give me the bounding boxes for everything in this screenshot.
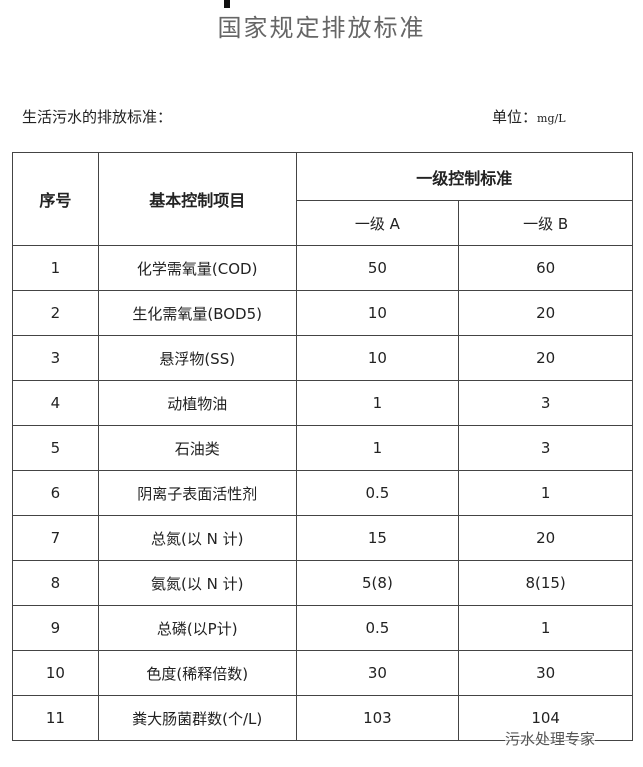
cell-a: 50	[295, 245, 460, 291]
cell-no: 7	[12, 515, 99, 561]
cell-item: 动植物油	[97, 380, 297, 426]
unit: 单位：mg/L	[492, 106, 566, 127]
header-b: 一级 B	[458, 200, 633, 246]
header-item: 基本控制项目	[97, 152, 297, 246]
cell-no: 10	[12, 650, 99, 696]
table-row: 8 氨氮(以 N 计) 5(8) 8(15)	[12, 560, 633, 606]
table-row: 4 动植物油 1 3	[12, 380, 633, 426]
cell-no: 2	[12, 290, 99, 336]
cell-b: 20	[458, 290, 633, 336]
cell-b: 60	[458, 245, 633, 291]
cell-item: 色度(稀释倍数)	[97, 650, 297, 696]
cell-a: 15	[295, 515, 460, 561]
cell-no: 9	[12, 605, 99, 651]
cell-no: 3	[12, 335, 99, 381]
cell-item: 化学需氧量(COD)	[97, 245, 297, 291]
cell-a: 0.5	[295, 470, 460, 516]
table-row: 11 粪大肠菌群数(个/L) 103 104	[12, 695, 633, 741]
cell-b: 3	[458, 425, 633, 471]
table-row: 7 总氮(以 N 计) 15 20	[12, 515, 633, 561]
cell-a: 30	[295, 650, 460, 696]
table-row: 1 化学需氧量(COD) 50 60	[12, 245, 633, 291]
cell-b: 20	[458, 335, 633, 381]
cell-item: 阴离子表面活性剂	[97, 470, 297, 516]
cell-a: 103	[295, 695, 460, 741]
cell-item: 总氮(以 N 计)	[97, 515, 297, 561]
cell-b: 8(15)	[458, 560, 633, 606]
cell-a: 1	[295, 380, 460, 426]
cell-no: 1	[12, 245, 99, 291]
table-row: 3 悬浮物(SS) 10 20	[12, 335, 633, 381]
subtitle: 生活污水的排放标准：	[22, 108, 173, 126]
cell-b: 1	[458, 605, 633, 651]
cell-no: 4	[12, 380, 99, 426]
cell-item: 粪大肠菌群数(个/L)	[97, 695, 297, 741]
top-mark	[224, 0, 230, 8]
header-no: 序号	[12, 152, 99, 246]
watermark: 污水处理专家	[505, 728, 596, 749]
cell-b: 1	[458, 470, 633, 516]
unit-value: mg/L	[537, 112, 566, 125]
cell-b: 30	[458, 650, 633, 696]
cell-a: 0.5	[295, 605, 460, 651]
cell-item: 悬浮物(SS)	[97, 335, 297, 381]
unit-label: 单位：	[492, 108, 538, 126]
standards-table: 序号 基本控制项目 一级控制标准 一级 A 一级 B 1 化学需氧量(COD) 50…	[12, 152, 634, 741]
cell-a: 10	[295, 335, 460, 381]
table-row: 2 生化需氧量(BOD5) 10 20	[12, 290, 633, 336]
cell-item: 生化需氧量(BOD5)	[97, 290, 297, 336]
page-title: 国家规定排放标准	[217, 14, 426, 42]
cell-no: 11	[12, 695, 99, 741]
cell-no: 8	[12, 560, 99, 606]
cell-item: 石油类	[97, 425, 297, 471]
cell-b: 20	[458, 515, 633, 561]
cell-no: 6	[12, 470, 99, 516]
cell-b: 3	[458, 380, 633, 426]
header-a: 一级 A	[295, 200, 460, 246]
cell-no: 5	[12, 425, 99, 471]
cell-item: 总磷(以P计)	[97, 605, 297, 651]
table-row: 5 石油类 1 3	[12, 425, 633, 471]
table-row: 10 色度(稀释倍数) 30 30	[12, 650, 633, 696]
cell-a: 5(8)	[295, 560, 460, 606]
cell-item: 氨氮(以 N 计)	[97, 560, 297, 606]
table-row: 9 总磷(以P计) 0.5 1	[12, 605, 633, 651]
cell-a: 1	[295, 425, 460, 471]
header-group: 一级控制标准	[295, 152, 634, 201]
cell-a: 10	[295, 290, 460, 336]
table-row: 6 阴离子表面活性剂 0.5 1	[12, 470, 633, 516]
